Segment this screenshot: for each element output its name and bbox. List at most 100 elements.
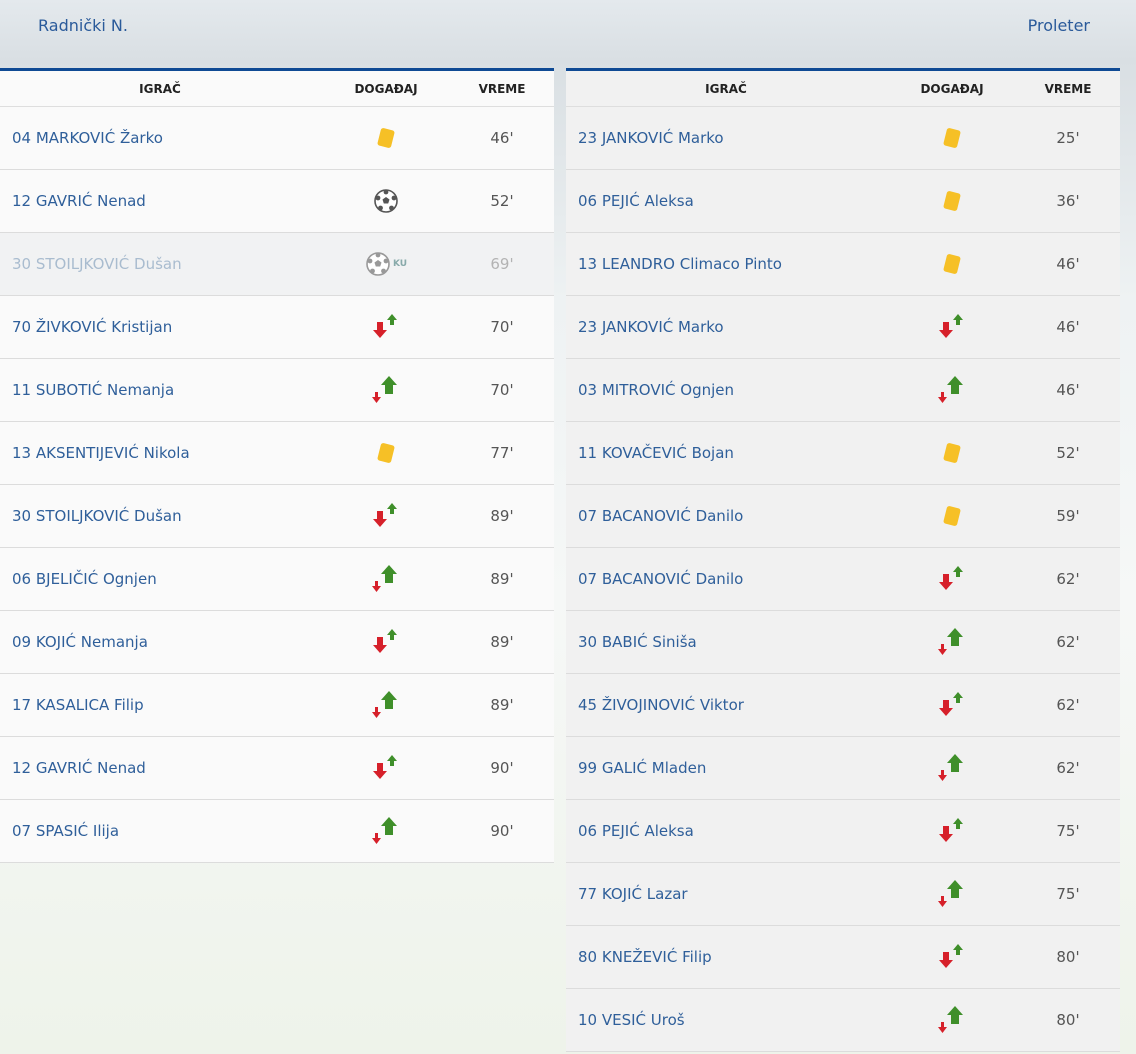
yellow-card-icon	[941, 189, 963, 213]
substitution-in-icon	[372, 565, 400, 593]
event-cell	[320, 188, 452, 214]
event-row: 70 ŽIVKOVIĆ Kristijan 70'	[0, 296, 554, 359]
player-link[interactable]: 17 KASALICA Filip	[12, 696, 144, 714]
player-link[interactable]: 12 GAVRIĆ Nenad	[12, 759, 146, 777]
player-link[interactable]: 07 SPASIĆ Ilija	[12, 822, 120, 840]
substitution-out-icon	[372, 502, 400, 530]
event-row: 06 PEJIĆ Aleksa 75'	[566, 800, 1120, 863]
event-time: 75'	[1056, 885, 1080, 903]
player-link[interactable]: 70 ŽIVKOVIĆ Kristijan	[12, 318, 173, 336]
player-link[interactable]: 04 MARKOVIĆ Žarko	[12, 129, 163, 147]
player-link[interactable]: 77 KOJIĆ Lazar	[578, 885, 688, 903]
event-cell	[886, 189, 1018, 213]
event-time: 90'	[490, 759, 514, 777]
yellow-card-icon	[941, 126, 963, 150]
yellow-card-icon	[941, 441, 963, 465]
home-events-table: IGRAČ DOGAĐAJ VREME 04 MARKOVIĆ Žarko 46'…	[0, 68, 554, 863]
event-cell: KU	[320, 251, 452, 277]
event-time: 59'	[1056, 507, 1080, 525]
player-link[interactable]: 30 BABIĆ Siniša	[578, 633, 697, 651]
event-row: 12 GAVRIĆ Nenad 52'	[0, 170, 554, 233]
event-row: 45 ŽIVOJINOVIĆ Viktor 62'	[566, 674, 1120, 737]
substitution-in-icon	[372, 817, 400, 845]
player-link[interactable]: 45 ŽIVOJINOVIĆ Viktor	[578, 696, 744, 714]
event-time: 52'	[1056, 444, 1080, 462]
event-cell	[886, 817, 1018, 845]
player-link[interactable]: 11 KOVAČEVIĆ Bojan	[578, 444, 734, 462]
event-cell	[886, 943, 1018, 971]
event-time: 46'	[490, 129, 514, 147]
event-row: 11 KOVAČEVIĆ Bojan 52'	[566, 422, 1120, 485]
player-link[interactable]: 09 KOJIĆ Nemanja	[12, 633, 148, 651]
player-link[interactable]: 23 JANKOVIĆ Marko	[578, 129, 724, 147]
event-cell	[886, 126, 1018, 150]
substitution-out-icon	[938, 313, 966, 341]
event-time: 62'	[1056, 633, 1080, 651]
event-time: 62'	[1056, 759, 1080, 777]
player-link[interactable]: 07 BACANOVIĆ Danilo	[578, 570, 744, 588]
event-time: 90'	[490, 822, 514, 840]
player-link[interactable]: 80 KNEŽEVIĆ Filip	[578, 948, 712, 966]
substitution-in-icon	[938, 880, 966, 908]
away-team-name[interactable]: Proleter	[1027, 16, 1090, 35]
event-cell	[886, 252, 1018, 276]
event-time: 89'	[490, 696, 514, 714]
event-time: 70'	[490, 381, 514, 399]
header-event: DOGAĐAJ	[354, 81, 418, 96]
yellow-card-icon	[375, 441, 397, 465]
away-events-table: IGRAČ DOGAĐAJ VREME 23 JANKOVIĆ Marko 25'…	[566, 68, 1120, 1052]
player-link[interactable]: 06 BJELIČIĆ Ognjen	[12, 570, 157, 588]
event-row: 04 MARKOVIĆ Žarko 46'	[0, 107, 554, 170]
player-link[interactable]: 07 BACANOVIĆ Danilo	[578, 507, 744, 525]
event-time: 80'	[1056, 1011, 1080, 1029]
event-time: 36'	[1056, 192, 1080, 210]
yellow-card-icon	[375, 126, 397, 150]
substitution-in-icon	[372, 691, 400, 719]
event-time: 62'	[1056, 570, 1080, 588]
player-link[interactable]: 10 VESIĆ Uroš	[578, 1011, 685, 1029]
event-cell	[886, 441, 1018, 465]
substitution-out-icon	[938, 817, 966, 845]
substitution-in-icon	[938, 1006, 966, 1034]
substitution-in-icon	[938, 376, 966, 404]
player-link[interactable]: 99 GALIĆ Mladen	[578, 759, 707, 777]
event-cell	[886, 565, 1018, 593]
event-row: 30 STOILJKOVIĆ Dušan KU 69'	[0, 233, 554, 296]
event-row: 07 BACANOVIĆ Danilo 62'	[566, 548, 1120, 611]
player-link[interactable]: 06 PEJIĆ Aleksa	[578, 822, 694, 840]
home-team-name[interactable]: Radnički N.	[38, 16, 128, 35]
player-link[interactable]: 30 STOILJKOVIĆ Dušan	[12, 255, 182, 273]
event-badge: KU	[392, 259, 408, 269]
event-time: 69'	[490, 255, 514, 273]
table-header: IGRAČ DOGAĐAJ VREME	[566, 71, 1120, 107]
event-row: 30 BABIĆ Siniša 62'	[566, 611, 1120, 674]
event-cell	[886, 880, 1018, 908]
substitution-in-icon	[938, 754, 966, 782]
event-row: 09 KOJIĆ Nemanja 89'	[0, 611, 554, 674]
event-time: 77'	[490, 444, 514, 462]
player-link[interactable]: 11 SUBOTIĆ Nemanja	[12, 381, 175, 399]
player-link[interactable]: 13 LEANDRO Climaco Pinto	[578, 255, 782, 273]
event-cell	[886, 376, 1018, 404]
event-time: 25'	[1056, 129, 1080, 147]
event-cell	[886, 754, 1018, 782]
player-link[interactable]: 30 STOILJKOVIĆ Dušan	[12, 507, 182, 525]
player-link[interactable]: 06 PEJIĆ Aleksa	[578, 192, 694, 210]
player-link[interactable]: 12 GAVRIĆ Nenad	[12, 192, 146, 210]
event-time: 89'	[490, 507, 514, 525]
event-cell	[886, 313, 1018, 341]
event-time: 89'	[490, 570, 514, 588]
player-link[interactable]: 03 MITROVIĆ Ognjen	[578, 381, 735, 399]
event-time: 70'	[490, 318, 514, 336]
yellow-card-icon	[941, 252, 963, 276]
event-row: 17 KASALICA Filip 89'	[0, 674, 554, 737]
yellow-card-icon	[941, 504, 963, 528]
player-link[interactable]: 13 AKSENTIJEVIĆ Nikola	[12, 444, 190, 462]
player-link[interactable]: 23 JANKOVIĆ Marko	[578, 318, 724, 336]
event-row: 06 BJELIČIĆ Ognjen 89'	[0, 548, 554, 611]
event-cell	[320, 313, 452, 341]
header-player: IGRAČ	[139, 81, 181, 96]
event-row: 23 JANKOVIĆ Marko 25'	[566, 107, 1120, 170]
substitution-in-icon	[938, 628, 966, 656]
event-time: 80'	[1056, 948, 1080, 966]
